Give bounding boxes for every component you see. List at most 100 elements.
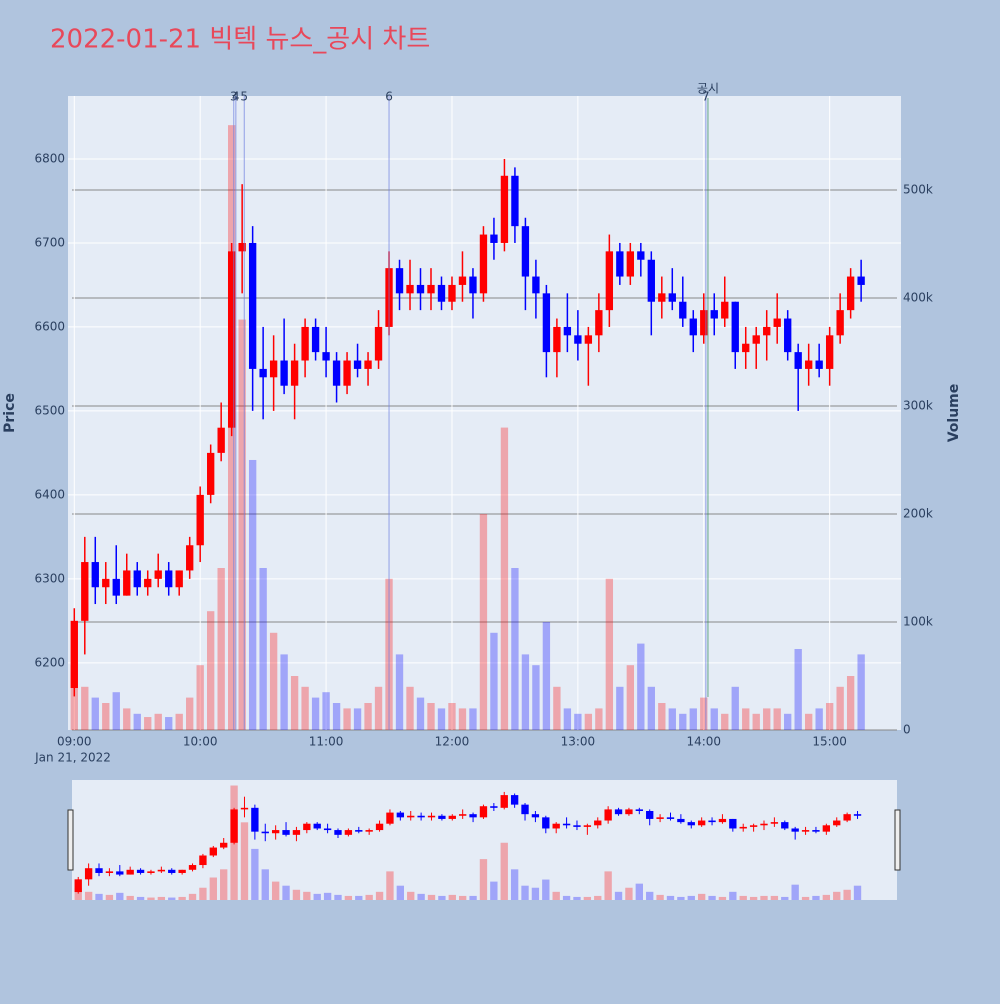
candle-body <box>595 310 603 336</box>
candle-body <box>647 259 655 302</box>
slider-candle-body <box>552 823 560 829</box>
slider-candle-body <box>157 869 166 872</box>
slider-candle-body <box>427 815 436 818</box>
volume-bar <box>836 686 844 730</box>
volume-bar <box>269 632 278 730</box>
x-tick-label: 12:00 <box>435 735 470 749</box>
slider-volume-bar <box>282 885 290 900</box>
volume-bar <box>259 567 267 730</box>
slider-volume-bar <box>323 892 332 900</box>
slider-volume-bar <box>427 894 436 900</box>
slider-candle-body <box>687 822 695 826</box>
candle-body <box>280 360 288 386</box>
slider-volume-bar <box>105 894 114 900</box>
volume-bar <box>679 713 687 730</box>
volume-bar <box>563 708 572 730</box>
candle-body <box>668 293 676 302</box>
slider-volume-bar <box>313 893 321 900</box>
slider-candle-body <box>770 822 779 824</box>
slider-volume-bar <box>240 822 249 900</box>
candle-body <box>112 578 120 596</box>
volume-bar <box>458 708 467 730</box>
volume-bar <box>658 702 666 730</box>
candle-body <box>773 318 781 327</box>
slider-handle[interactable] <box>67 809 74 871</box>
volume-bar <box>416 697 425 730</box>
slider-candle-body <box>136 869 145 873</box>
slider-volume-bar <box>749 896 758 900</box>
volume-bar <box>248 459 257 730</box>
slider-candle-body <box>344 830 353 835</box>
volume-bar <box>605 578 614 730</box>
candle-body <box>574 335 582 344</box>
slider-candle-body <box>448 815 456 819</box>
candle-body <box>301 326 309 361</box>
slider-volume-bar <box>126 895 134 900</box>
slider-candle-body <box>656 817 664 819</box>
volume-bar <box>584 713 593 730</box>
slider-volume-bar <box>490 881 498 900</box>
slider-candle-body <box>635 809 643 811</box>
slider-volume-bar <box>697 893 706 900</box>
volume-bar <box>406 686 414 730</box>
slider-candle-body <box>147 871 155 873</box>
candle-body <box>227 251 236 428</box>
candle-body <box>542 293 551 353</box>
volume-bar <box>763 708 771 730</box>
volume-bar <box>815 708 823 730</box>
slider-candle-body <box>646 810 654 819</box>
slider-volume-bar <box>666 895 675 900</box>
slider-volume-bar <box>791 884 799 900</box>
slider-volume-bar <box>95 893 103 900</box>
slider-volume-bar <box>718 896 727 900</box>
range-slider[interactable] <box>72 780 897 900</box>
slider-volume-bar <box>573 896 581 900</box>
volume-bar <box>395 654 404 730</box>
chart-title: 2022-01-21 빅텍 뉴스_공시 차트 <box>50 25 430 55</box>
slider-volume-bar <box>116 892 124 900</box>
slider-candle-body <box>594 820 602 826</box>
slider-candle-body <box>292 830 301 835</box>
volume-bar <box>490 632 498 730</box>
slider-handle[interactable] <box>894 809 901 871</box>
candle-body <box>742 343 750 353</box>
slider-volume-bar <box>500 842 508 900</box>
y-tick-label: 6700 <box>34 235 65 249</box>
volume-bar <box>217 567 225 730</box>
slider-candle-body <box>697 820 706 826</box>
plot-area <box>68 96 901 730</box>
candle-body <box>815 360 823 369</box>
volume-bar <box>794 648 802 730</box>
candle-body <box>81 562 89 621</box>
candle-body <box>752 335 760 344</box>
candle-body <box>290 360 299 386</box>
candle-body <box>563 326 572 336</box>
candle-body <box>123 570 131 596</box>
slider-candle-body <box>760 823 768 826</box>
candle-body <box>605 251 614 311</box>
slider-volume-bar <box>417 893 425 900</box>
volume-bar <box>595 708 603 730</box>
slider-candle-body <box>833 820 841 826</box>
volume-bar <box>70 665 78 730</box>
candle-body <box>353 360 362 369</box>
volume-bar <box>479 513 488 730</box>
candle-body <box>805 360 813 369</box>
candle-body <box>259 368 267 378</box>
slider-candle-body <box>313 823 321 829</box>
y2-tick-label: 100k <box>903 614 933 628</box>
slider-volume-bar <box>199 887 207 900</box>
slider-candle-body <box>573 825 581 827</box>
candle-body <box>521 226 530 277</box>
volume-bar <box>301 686 309 730</box>
slider-volume-bar <box>188 893 197 900</box>
volume-bar <box>280 654 288 730</box>
slider-candle-body <box>666 817 675 819</box>
y-axis-title: Price <box>2 393 18 433</box>
slider-volume-bar <box>469 895 477 900</box>
candle-body <box>196 494 204 546</box>
slider-candle-body <box>105 871 114 873</box>
slider-volume-bar <box>407 891 415 900</box>
x-tick-label: 11:00 <box>309 735 344 749</box>
